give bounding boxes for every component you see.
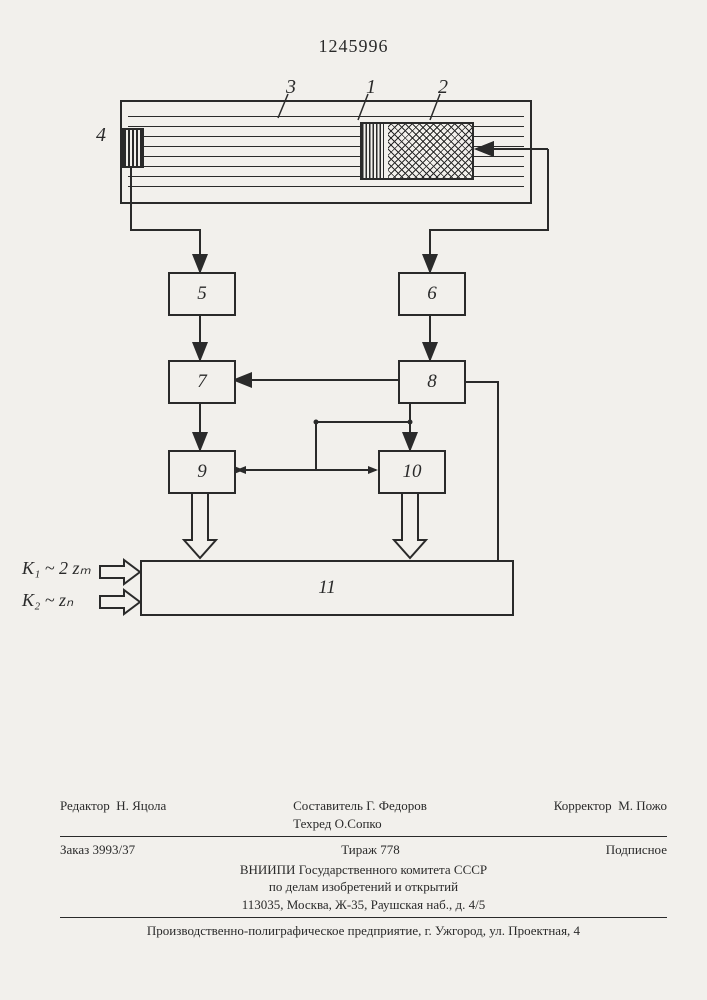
sensor-4: [122, 128, 144, 168]
block-8: 8: [398, 360, 466, 404]
block-7: 7: [168, 360, 236, 404]
compiler-tech: Составитель Г. Федоров Техред О.Сопко: [293, 797, 427, 832]
label-2: 2: [438, 76, 448, 99]
label-3: 3: [286, 76, 296, 99]
label-4: 4: [96, 124, 106, 147]
label-1: 1: [366, 76, 376, 99]
editor: Редактор Н. Яцола: [60, 797, 166, 832]
imprint-footer: Редактор Н. Яцола Составитель Г. Федоров…: [60, 797, 667, 940]
sensor-1-stripes: [362, 124, 384, 178]
input-k2-label: K₂ ~ zₙ: [22, 590, 73, 611]
tirazh: Тираж 778: [341, 841, 400, 859]
block-6: 6: [398, 272, 466, 316]
block-11: 11: [140, 560, 514, 616]
subscription: Подписное: [606, 841, 667, 859]
block-9: 9: [168, 450, 236, 494]
sensor-2-hatch: [388, 124, 472, 178]
org-address: ВНИИПИ Государственного комитета СССР по…: [60, 861, 667, 914]
input-k1-label: K₁ ~ 2 zₘ: [22, 558, 91, 579]
print-shop: Производственно-полиграфическое предприя…: [60, 922, 667, 940]
order-number: Заказ 3993/37: [60, 841, 135, 859]
block-10: 10: [378, 450, 446, 494]
block-5: 5: [168, 272, 236, 316]
patent-number: 1245996: [319, 36, 389, 57]
corrector: Корректор М. Пожо: [554, 797, 667, 832]
block-diagram: 3 1 2 4 5 6 7 8 9 10 11 K₁ ~ 2 zₘ K₂ ~ z…: [100, 100, 550, 700]
